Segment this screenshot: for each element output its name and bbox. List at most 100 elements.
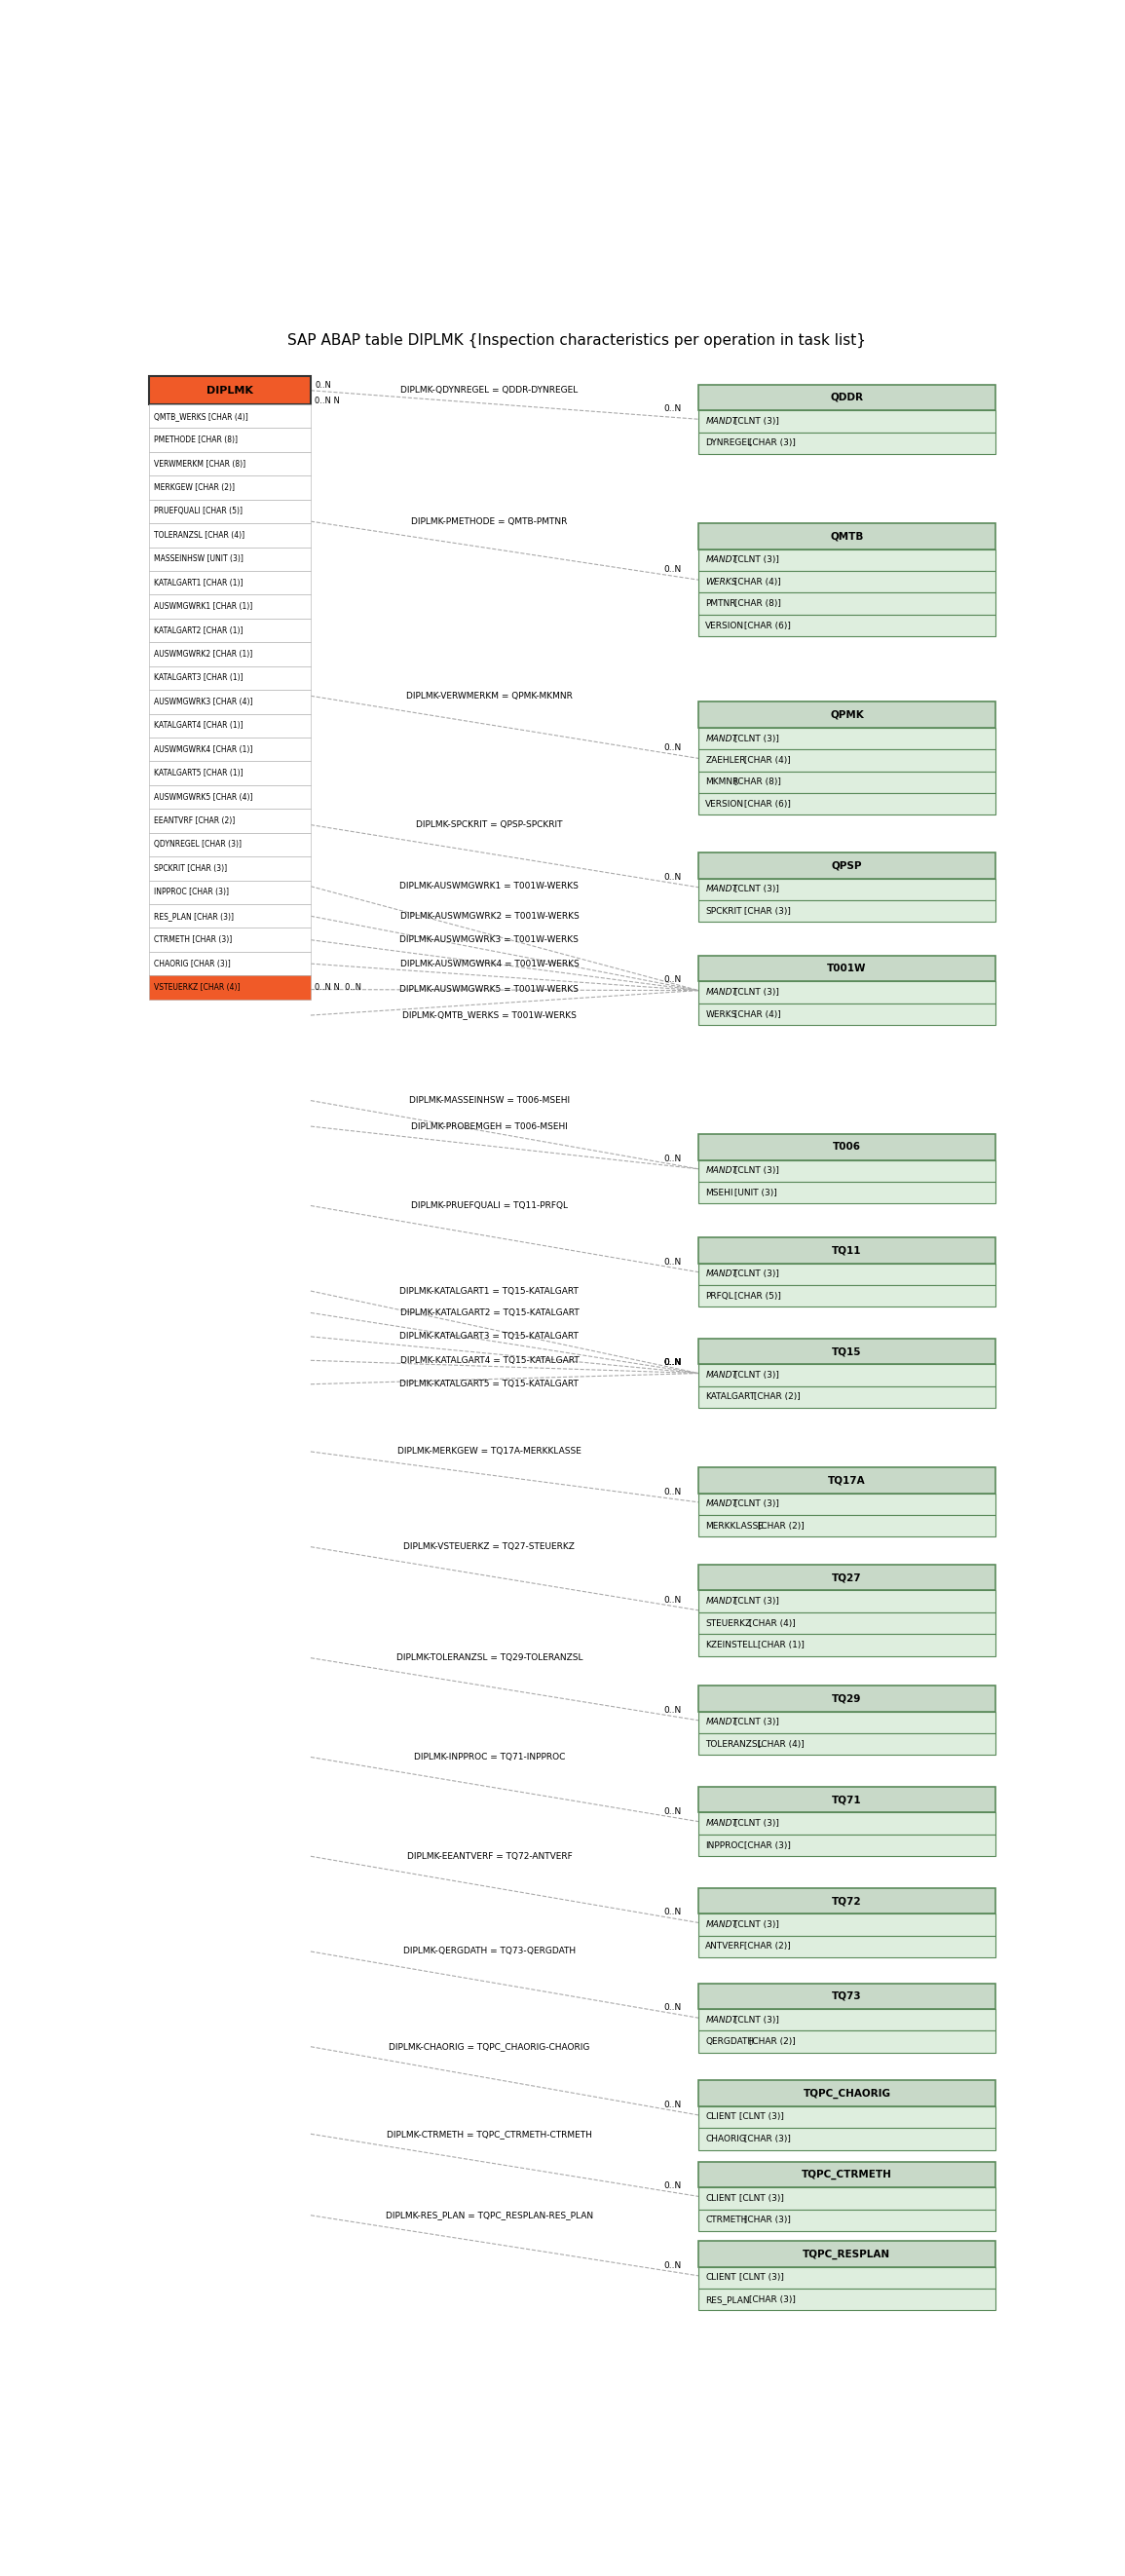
- Text: QPSP: QPSP: [831, 860, 862, 871]
- Text: [CLNT (3)]: [CLNT (3)]: [731, 1270, 778, 1278]
- Text: WERKS: WERKS: [705, 1010, 737, 1018]
- Text: DIPLMK-AUSWMGWRK1 = T001W-WERKS: DIPLMK-AUSWMGWRK1 = T001W-WERKS: [399, 881, 579, 891]
- Text: 0..N: 0..N: [664, 1358, 681, 1368]
- Text: [CHAR (6)]: [CHAR (6)]: [741, 621, 791, 631]
- Text: MANDT: MANDT: [705, 1167, 738, 1175]
- Text: KATALGART4 [CHAR (1)]: KATALGART4 [CHAR (1)]: [154, 721, 243, 729]
- Text: 0..N N  0..N: 0..N N 0..N: [315, 984, 362, 992]
- Text: [CLNT (3)]: [CLNT (3)]: [736, 2275, 784, 2282]
- FancyBboxPatch shape: [150, 428, 310, 451]
- Text: DIPLMK-RES_PLAN = TQPC_RESPLAN-RES_PLAN: DIPLMK-RES_PLAN = TQPC_RESPLAN-RES_PLAN: [386, 2210, 593, 2221]
- FancyBboxPatch shape: [699, 1365, 994, 1386]
- Text: MANDT: MANDT: [705, 1819, 738, 1829]
- Text: T006: T006: [832, 1141, 861, 1151]
- Text: DIPLMK-PRUEFQUALI = TQ11-PRFQL: DIPLMK-PRUEFQUALI = TQ11-PRFQL: [411, 1200, 568, 1211]
- FancyBboxPatch shape: [150, 904, 310, 927]
- Text: KATALGART3 [CHAR (1)]: KATALGART3 [CHAR (1)]: [154, 675, 243, 683]
- Text: 0..N: 0..N: [315, 381, 332, 389]
- Text: TQPC_CHAORIG: TQPC_CHAORIG: [803, 2089, 891, 2099]
- Text: [CLNT (3)]: [CLNT (3)]: [731, 1919, 778, 1929]
- Text: 0..N: 0..N: [664, 873, 681, 881]
- Text: INPPROC: INPPROC: [705, 1842, 745, 1850]
- Text: RES_PLAN [CHAR (3)]: RES_PLAN [CHAR (3)]: [154, 912, 234, 920]
- Text: PMTNR: PMTNR: [705, 600, 736, 608]
- FancyBboxPatch shape: [150, 714, 310, 737]
- FancyBboxPatch shape: [699, 726, 994, 750]
- FancyBboxPatch shape: [150, 572, 310, 595]
- Text: [CHAR (3)]: [CHAR (3)]: [746, 2295, 795, 2303]
- Text: MANDT: MANDT: [705, 1370, 738, 1381]
- Text: 0..N: 0..N: [664, 2182, 681, 2190]
- FancyBboxPatch shape: [699, 1710, 994, 1734]
- FancyBboxPatch shape: [699, 1133, 994, 1159]
- FancyBboxPatch shape: [699, 2241, 994, 2267]
- FancyBboxPatch shape: [150, 786, 310, 809]
- Text: 0..N: 0..N: [664, 1909, 681, 1917]
- Text: INPPROC [CHAR (3)]: INPPROC [CHAR (3)]: [154, 889, 228, 896]
- Text: [CHAR (6)]: [CHAR (6)]: [741, 799, 791, 809]
- Text: [CHAR (2)]: [CHAR (2)]: [746, 2038, 795, 2045]
- FancyBboxPatch shape: [699, 2287, 994, 2311]
- Text: DIPLMK-TOLERANZSL = TQ29-TOLERANZSL: DIPLMK-TOLERANZSL = TQ29-TOLERANZSL: [396, 1654, 583, 1662]
- FancyBboxPatch shape: [699, 770, 994, 793]
- FancyBboxPatch shape: [699, 1888, 994, 1914]
- Text: 0..N: 0..N: [664, 2099, 681, 2110]
- FancyBboxPatch shape: [699, 1262, 994, 1285]
- Text: [UNIT (3)]: [UNIT (3)]: [731, 1188, 777, 1198]
- Text: STEUERKZ: STEUERKZ: [705, 1618, 752, 1628]
- FancyBboxPatch shape: [699, 1005, 994, 1025]
- Text: [CHAR (3)]: [CHAR (3)]: [741, 907, 791, 914]
- Text: [CLNT (3)]: [CLNT (3)]: [731, 417, 778, 425]
- FancyBboxPatch shape: [699, 853, 994, 878]
- FancyBboxPatch shape: [699, 1159, 994, 1182]
- FancyBboxPatch shape: [150, 451, 310, 477]
- FancyBboxPatch shape: [699, 523, 994, 549]
- Text: SPCKRIT: SPCKRIT: [705, 907, 742, 914]
- Text: [CLNT (3)]: [CLNT (3)]: [731, 1819, 778, 1829]
- FancyBboxPatch shape: [150, 858, 310, 881]
- FancyBboxPatch shape: [150, 667, 310, 690]
- Text: AUSWMGWRK4 [CHAR (1)]: AUSWMGWRK4 [CHAR (1)]: [154, 744, 252, 755]
- Text: DYNREGEL: DYNREGEL: [705, 438, 753, 448]
- FancyBboxPatch shape: [699, 701, 994, 726]
- FancyBboxPatch shape: [699, 1788, 994, 1814]
- Text: [CHAR (3)]: [CHAR (3)]: [746, 438, 795, 448]
- Text: SAP ABAP table DIPLMK {Inspection characteristics per operation in task list}: SAP ABAP table DIPLMK {Inspection charac…: [287, 332, 866, 348]
- Text: MANDT: MANDT: [705, 2014, 738, 2025]
- FancyBboxPatch shape: [699, 1633, 994, 1656]
- Text: 0..N: 0..N: [664, 1358, 681, 1368]
- Text: MANDT: MANDT: [705, 1718, 738, 1726]
- Text: [CHAR (2)]: [CHAR (2)]: [741, 1942, 791, 1950]
- Text: TQ73: TQ73: [831, 1991, 862, 2002]
- Text: DIPLMK-CTRMETH = TQPC_CTRMETH-CTRMETH: DIPLMK-CTRMETH = TQPC_CTRMETH-CTRMETH: [387, 2130, 592, 2138]
- Text: [CHAR (2)]: [CHAR (2)]: [755, 1522, 804, 1530]
- Text: 0..N: 0..N: [664, 1705, 681, 1716]
- Text: TOLERANZSL [CHAR (4)]: TOLERANZSL [CHAR (4)]: [154, 531, 244, 538]
- Text: QDDR: QDDR: [830, 392, 863, 402]
- Text: [CHAR (3)]: [CHAR (3)]: [741, 2136, 791, 2143]
- Text: DIPLMK-KATALGART2 = TQ15-KATALGART: DIPLMK-KATALGART2 = TQ15-KATALGART: [399, 1309, 579, 1316]
- Text: DIPLMK-CHAORIG = TQPC_CHAORIG-CHAORIG: DIPLMK-CHAORIG = TQPC_CHAORIG-CHAORIG: [389, 2043, 590, 2050]
- Text: [CLNT (3)]: [CLNT (3)]: [731, 1718, 778, 1726]
- FancyBboxPatch shape: [150, 690, 310, 714]
- FancyBboxPatch shape: [150, 641, 310, 667]
- FancyBboxPatch shape: [150, 762, 310, 786]
- FancyBboxPatch shape: [699, 549, 994, 572]
- Text: [CLNT (3)]: [CLNT (3)]: [731, 1499, 778, 1510]
- FancyBboxPatch shape: [150, 404, 310, 428]
- Text: TQ72: TQ72: [831, 1896, 862, 1906]
- Text: [CLNT (3)]: [CLNT (3)]: [731, 556, 778, 564]
- FancyBboxPatch shape: [699, 384, 994, 410]
- FancyBboxPatch shape: [699, 1589, 994, 1613]
- Text: 0..N: 0..N: [664, 744, 681, 752]
- Text: 0..N: 0..N: [664, 1154, 681, 1162]
- Text: DIPLMK-INPPROC = TQ71-INPPROC: DIPLMK-INPPROC = TQ71-INPPROC: [414, 1752, 565, 1762]
- FancyBboxPatch shape: [699, 410, 994, 433]
- FancyBboxPatch shape: [699, 1236, 994, 1262]
- Text: CLIENT: CLIENT: [705, 2195, 737, 2202]
- FancyBboxPatch shape: [150, 500, 310, 523]
- Text: [CLNT (3)]: [CLNT (3)]: [736, 2112, 784, 2123]
- Text: CTRMETH [CHAR (3)]: CTRMETH [CHAR (3)]: [154, 935, 232, 945]
- Text: KATALGART2 [CHAR (1)]: KATALGART2 [CHAR (1)]: [154, 626, 243, 634]
- FancyBboxPatch shape: [699, 750, 994, 770]
